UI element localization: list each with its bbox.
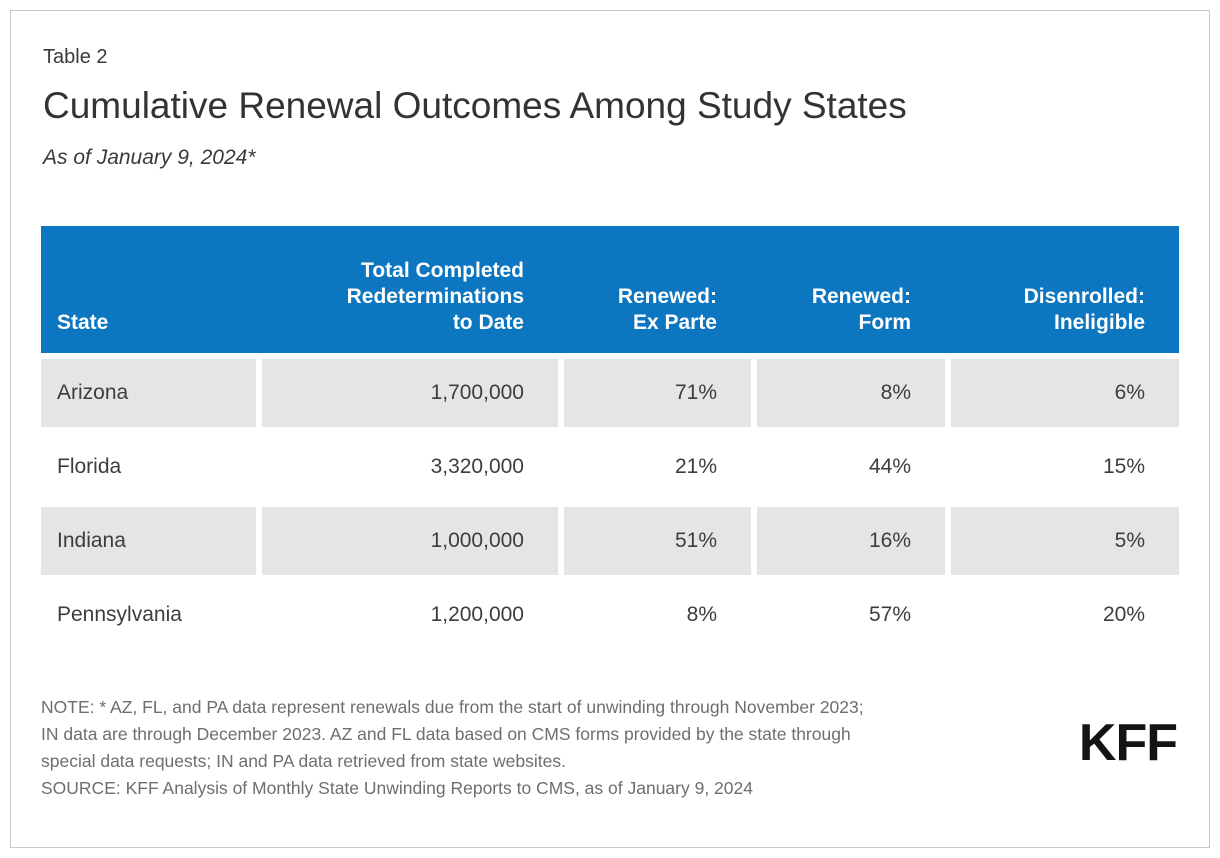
cell-state: Indiana [41, 507, 256, 575]
note-line: special data requests; IN and PA data re… [41, 751, 566, 771]
cell-ex-parte: 8% [686, 603, 717, 626]
cell-ex-parte: 51% [564, 507, 751, 575]
table-row: Arizona 1,700,000 71% 8% 6% [41, 359, 1179, 427]
cell-total: 1,700,000 [262, 359, 558, 427]
note-line: IN data are through December 2023. AZ an… [41, 724, 851, 744]
cell-ex-parte: 71% [564, 359, 751, 427]
table-header-row: State Total Completed Redeterminations t… [41, 226, 1179, 353]
table-body: Arizona 1,700,000 71% 8% 6% Florida 3,32… [41, 359, 1179, 649]
cell-form: 44% [868, 455, 911, 478]
cell-total: 1,000,000 [262, 507, 558, 575]
column-header-ex-parte: Renewed: Ex Parte [617, 285, 717, 334]
kff-logo: KFF [1078, 714, 1178, 772]
cell-ineligible: 15% [1102, 455, 1145, 478]
table-row: Indiana 1,000,000 51% 16% 5% [41, 507, 1179, 575]
as-of-date-subtitle: As of January 9, 2024* [43, 146, 256, 169]
column-header-ineligible: Disenrolled: Ineligible [1023, 285, 1145, 334]
figure-footer: NOTE: * AZ, FL, and PA data represent re… [41, 694, 1179, 802]
page-title: Cumulative Renewal Outcomes Among Study … [43, 85, 907, 126]
cell-state: Florida [57, 455, 122, 478]
cell-ineligible: 6% [951, 359, 1179, 427]
cell-total: 1,200,000 [430, 603, 524, 626]
figure-card: Table 2 Cumulative Renewal Outcomes Amon… [41, 44, 1179, 802]
cell-state: Arizona [41, 359, 256, 427]
cell-ex-parte: 21% [674, 455, 717, 478]
renewal-outcomes-table: State Total Completed Redeterminations t… [41, 226, 1179, 649]
column-header-form: Renewed: Form [811, 285, 911, 334]
cell-state: Pennsylvania [57, 603, 182, 626]
column-header-total: Total Completed Redeterminations to Date [346, 259, 524, 334]
table-row: Florida 3,320,000 21% 44% 15% [41, 433, 1179, 501]
table-number: Table 2 [43, 46, 108, 68]
note-text: NOTE: * AZ, FL, and PA data represent re… [41, 694, 1076, 802]
cell-ineligible: 5% [951, 507, 1179, 575]
cell-form: 57% [868, 603, 911, 626]
cell-total: 3,320,000 [430, 455, 524, 478]
cell-form: 16% [757, 507, 945, 575]
table-row: Pennsylvania 1,200,000 8% 57% 20% [41, 581, 1179, 649]
source-line: SOURCE: KFF Analysis of Monthly State Un… [41, 778, 753, 798]
note-line: NOTE: * AZ, FL, and PA data represent re… [41, 697, 864, 717]
cell-ineligible: 20% [1102, 603, 1145, 626]
column-header-state: State [57, 311, 109, 334]
cell-form: 8% [757, 359, 945, 427]
